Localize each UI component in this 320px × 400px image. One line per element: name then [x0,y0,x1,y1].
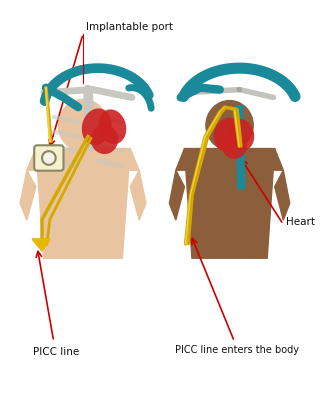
FancyBboxPatch shape [74,129,92,149]
Text: PICC line: PICC line [33,346,79,356]
Circle shape [42,151,56,165]
Polygon shape [32,239,50,251]
Polygon shape [27,149,139,170]
Polygon shape [32,239,50,251]
FancyBboxPatch shape [34,145,63,171]
Polygon shape [130,170,146,220]
Text: Heart: Heart [286,218,315,228]
Ellipse shape [98,109,126,144]
Ellipse shape [58,100,108,151]
Text: Implantable port: Implantable port [86,22,173,32]
Text: PICC line enters the body: PICC line enters the body [175,344,300,354]
Polygon shape [176,149,283,170]
FancyBboxPatch shape [221,129,238,149]
Polygon shape [169,170,184,220]
Polygon shape [184,149,275,258]
Polygon shape [275,170,290,220]
Ellipse shape [82,108,112,145]
Ellipse shape [214,118,242,152]
Ellipse shape [228,119,254,150]
Polygon shape [20,170,36,220]
Polygon shape [36,149,130,258]
Ellipse shape [91,125,118,154]
Ellipse shape [222,132,247,159]
Ellipse shape [206,100,253,150]
